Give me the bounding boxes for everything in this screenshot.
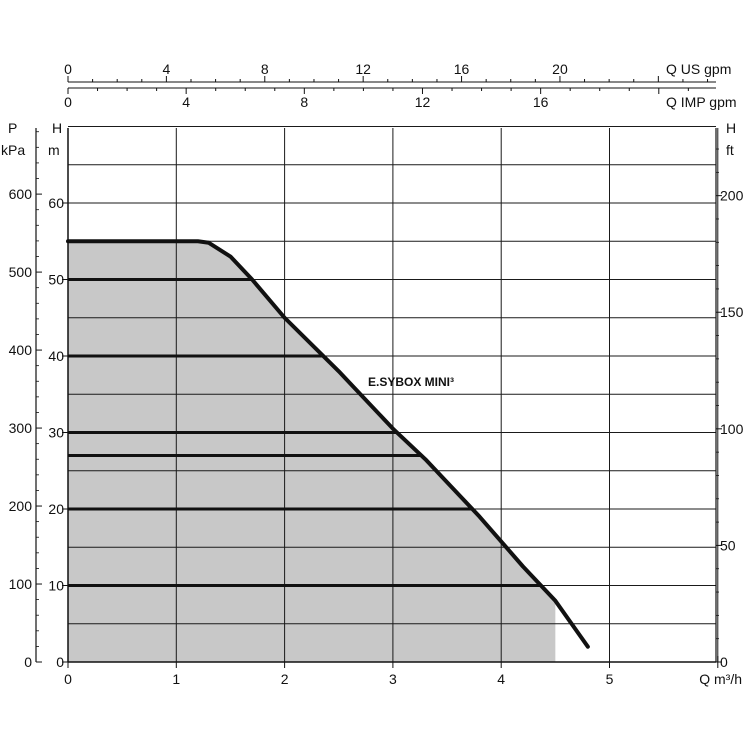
us-gpm-tick-label: 12 — [355, 61, 371, 77]
x-axis-label: Q m³/h — [699, 671, 742, 687]
us-gpm-axis-label: Q US gpm — [666, 61, 731, 77]
y-kpa-tick-label: 200 — [9, 498, 33, 514]
x-tick-label: 0 — [64, 671, 72, 687]
y-kpa-tick-label: 300 — [9, 420, 33, 436]
y-kpa-tick-label: 500 — [9, 264, 33, 280]
y-ft-tick-label: 0 — [720, 654, 728, 670]
y-kpa-tick-label: 600 — [9, 186, 33, 202]
imp-gpm-tick-label: 12 — [415, 94, 431, 110]
x-tick-label: 3 — [389, 671, 397, 687]
y-axis-ft-unit: ft — [726, 142, 734, 158]
y-kpa-tick-label: 400 — [9, 342, 33, 358]
y-kpa-tick-label: 0 — [24, 654, 32, 670]
y-m-tick-label: 0 — [56, 654, 64, 670]
performance-curve — [66, 239, 590, 649]
x-tick-label: 1 — [172, 671, 180, 687]
y-ft-tick-label: 200 — [720, 188, 744, 204]
y-ft-tick-label: 150 — [720, 304, 744, 320]
y-axis-m-symbol: H — [52, 120, 62, 136]
y-m-tick-label: 30 — [48, 425, 64, 441]
operating-lines — [68, 278, 541, 587]
us-gpm-tick-label: 0 — [64, 61, 72, 77]
us-gpm-tick-label: 8 — [261, 61, 269, 77]
x-tick-label: 4 — [497, 671, 505, 687]
y-axis-m-unit: m — [48, 142, 60, 158]
curve-label: E.SYBOX MINI³ — [368, 375, 454, 389]
x-tick-label: 5 — [606, 671, 614, 687]
y-kpa-tick-label: 100 — [9, 576, 33, 592]
us-gpm-tick-label: 16 — [454, 61, 470, 77]
imp-gpm-axis-label: Q IMP gpm — [666, 94, 737, 110]
y-m-tick-label: 20 — [48, 501, 64, 517]
y-ft-tick-label: 50 — [720, 537, 736, 553]
y-m-tick-label: 10 — [48, 578, 64, 594]
us-gpm-tick-label: 20 — [552, 61, 568, 77]
imp-gpm-tick-label: 0 — [64, 94, 72, 110]
y-m-tick-label: 60 — [48, 195, 64, 211]
operating-range-area — [68, 241, 556, 662]
us-gpm-tick-label: 4 — [162, 61, 170, 77]
y-ft-tick-label: 100 — [720, 421, 744, 437]
imp-gpm-tick-label: 4 — [182, 94, 190, 110]
imp-gpm-tick-label: 8 — [300, 94, 308, 110]
y-axis-ft-symbol: H — [726, 120, 736, 136]
y-axis-kpa-symbol: P — [8, 120, 17, 136]
y-axis-kpa-unit: kPa — [1, 142, 25, 158]
imp-gpm-tick-label: 16 — [533, 94, 549, 110]
y-m-tick-label: 50 — [48, 272, 64, 288]
x-tick-label: 2 — [281, 671, 289, 687]
y-m-tick-label: 40 — [48, 348, 64, 364]
